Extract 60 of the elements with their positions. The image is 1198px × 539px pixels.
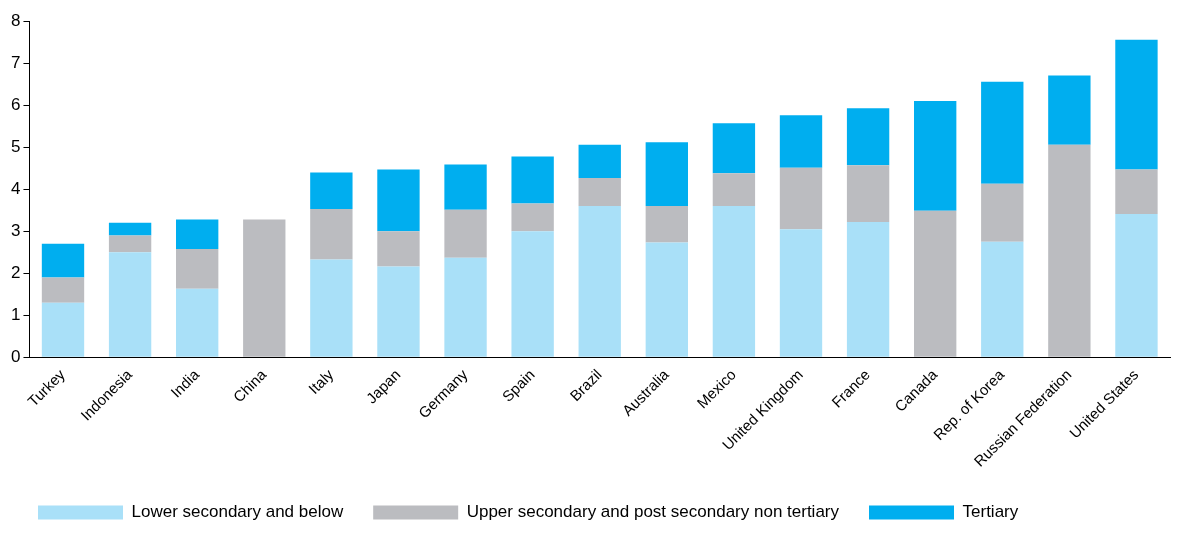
legend-label: Upper secondary and post secondary non tertiary bbox=[466, 502, 840, 522]
bar bbox=[712, 173, 756, 207]
bar bbox=[846, 108, 890, 166]
y-tick-label: 6 bbox=[10, 94, 21, 114]
bar bbox=[645, 206, 688, 243]
bar bbox=[108, 252, 152, 357]
bar bbox=[176, 219, 219, 249]
bar bbox=[41, 277, 85, 303]
bar bbox=[981, 183, 1024, 242]
y-tick-label: 3 bbox=[10, 220, 21, 240]
bar bbox=[1048, 75, 1091, 145]
legend-label: Lower secondary and below bbox=[131, 502, 344, 522]
bar bbox=[511, 231, 554, 357]
y-tick-label: 4 bbox=[10, 178, 21, 198]
bar bbox=[578, 177, 621, 207]
bar bbox=[444, 164, 487, 210]
y-tick-label: 0 bbox=[10, 346, 21, 366]
bar bbox=[1048, 144, 1091, 357]
bar bbox=[779, 115, 823, 168]
bar bbox=[645, 142, 688, 207]
bar bbox=[1115, 214, 1158, 357]
y-tick-label: 8 bbox=[10, 10, 21, 30]
bar bbox=[779, 167, 823, 230]
bar bbox=[108, 222, 152, 236]
bar bbox=[377, 231, 420, 267]
bar bbox=[914, 210, 957, 357]
bar bbox=[310, 209, 353, 260]
bar bbox=[846, 165, 890, 223]
bar bbox=[444, 257, 487, 357]
bar bbox=[310, 172, 353, 209]
bar bbox=[712, 206, 756, 357]
bar bbox=[981, 81, 1024, 184]
x-tick-label: Italy bbox=[304, 365, 337, 398]
bar bbox=[444, 209, 487, 258]
y-tick-label: 2 bbox=[10, 262, 21, 282]
bar bbox=[243, 219, 286, 357]
legend-label: Tertiary bbox=[962, 502, 1019, 522]
bar bbox=[310, 259, 353, 357]
bar bbox=[41, 302, 85, 357]
y-tick-label: 7 bbox=[10, 52, 21, 72]
bar bbox=[176, 288, 219, 357]
bar bbox=[981, 241, 1024, 357]
bar bbox=[377, 169, 420, 232]
bar bbox=[1115, 169, 1158, 215]
bar bbox=[511, 156, 554, 204]
bar bbox=[914, 101, 957, 211]
bar bbox=[1115, 39, 1158, 170]
bar bbox=[846, 222, 890, 357]
bar bbox=[511, 203, 554, 232]
bar bbox=[578, 144, 621, 178]
bar bbox=[712, 123, 756, 174]
bar bbox=[41, 243, 85, 278]
bar bbox=[578, 206, 621, 357]
bar bbox=[645, 242, 688, 357]
y-tick-label: 5 bbox=[10, 136, 21, 156]
bar bbox=[377, 266, 420, 357]
y-tick-label: 1 bbox=[10, 304, 21, 324]
bar bbox=[779, 229, 823, 357]
bar bbox=[108, 235, 152, 253]
bar bbox=[176, 248, 219, 289]
